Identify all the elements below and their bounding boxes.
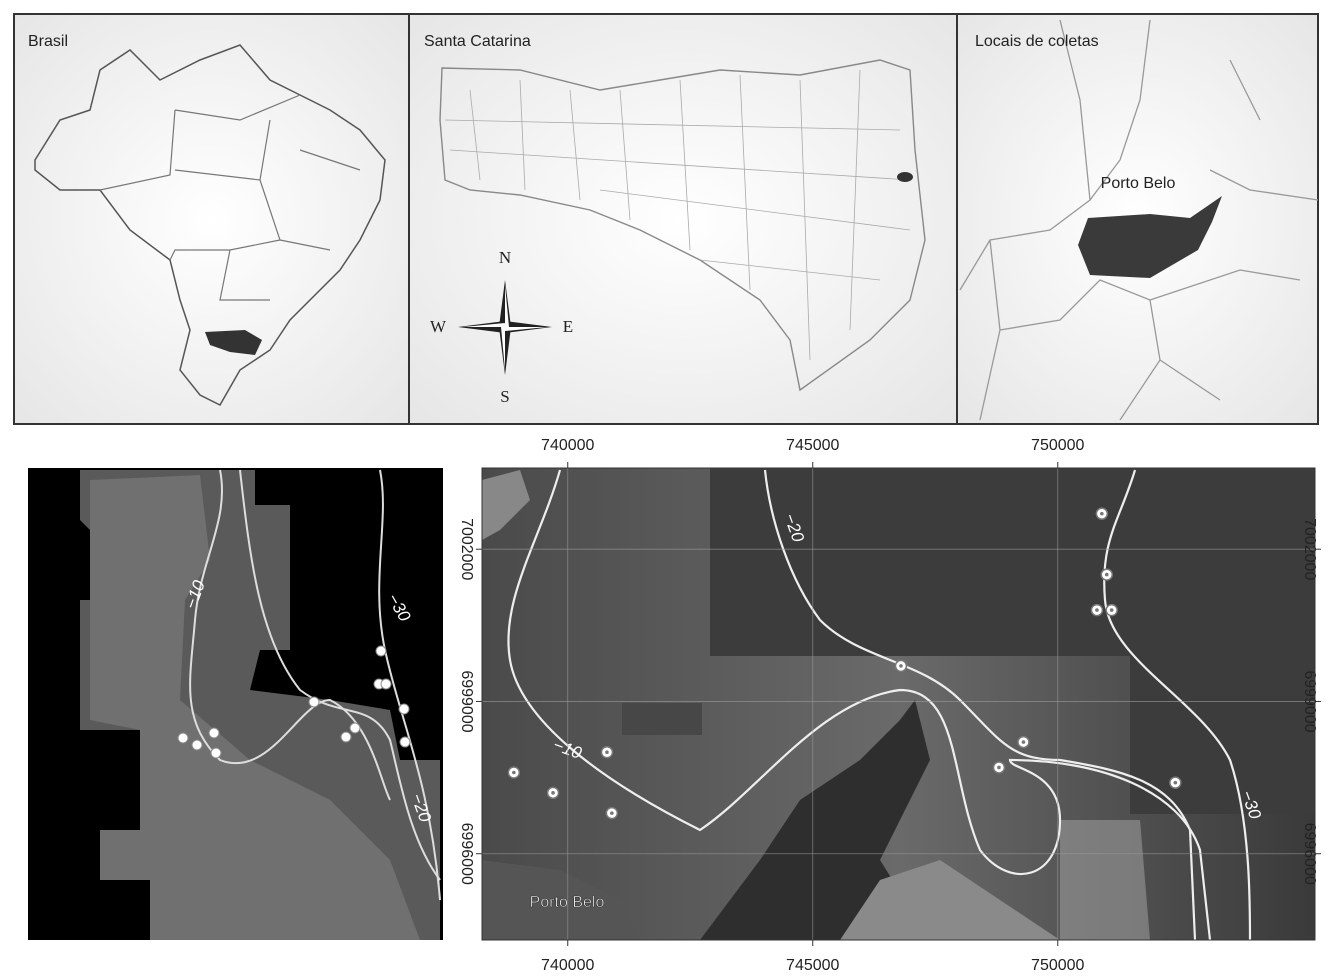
- compass-label: E: [563, 317, 573, 336]
- detail-imagery: [710, 468, 1315, 656]
- overview-site: [309, 697, 319, 707]
- overview-site: [376, 646, 386, 656]
- overview-site: [192, 740, 202, 750]
- overview-site: [350, 723, 360, 733]
- top-panels: [14, 14, 1318, 424]
- detail-imagery: [622, 703, 702, 735]
- y-tick-label: 7002000: [458, 518, 475, 580]
- site-center: [1095, 608, 1099, 612]
- site-center: [1022, 740, 1026, 744]
- compass-label: N: [499, 248, 511, 267]
- detail-map: −20 −10 −30 Porto Belo: [482, 468, 1315, 940]
- overview-site: [178, 733, 188, 743]
- detail-land: [1060, 820, 1150, 940]
- compass-label: W: [430, 317, 447, 336]
- panel-title: Santa Catarina: [424, 33, 531, 50]
- sc-highlight: [897, 172, 913, 182]
- x-tick-label: 740000: [541, 957, 594, 974]
- site-center: [551, 791, 555, 795]
- compass-label: S: [500, 387, 509, 406]
- overview-site: [341, 732, 351, 742]
- overview-site: [399, 704, 409, 714]
- place-label: Porto Belo: [1101, 175, 1176, 192]
- site-center: [610, 811, 614, 815]
- site-center: [1100, 512, 1104, 516]
- site-center: [1174, 781, 1178, 785]
- site-center: [512, 771, 516, 775]
- panel-title: Brasil: [28, 33, 68, 50]
- site-center: [997, 766, 1001, 770]
- x-tick-label: 740000: [541, 437, 594, 454]
- overview-site: [381, 679, 391, 689]
- place-label: Porto Belo: [530, 894, 605, 911]
- panel-title: Locais de coletas: [975, 33, 1099, 50]
- y-tick-label: 6999000: [458, 670, 475, 732]
- overview-site: [211, 748, 221, 758]
- site-center: [605, 750, 609, 754]
- page: {"panels": [ {"title": "Brasil"}, {"titl…: [0, 0, 1328, 979]
- overview-site: [209, 728, 219, 738]
- x-tick-label: 750000: [1031, 437, 1084, 454]
- y-tick-label: 6996000: [458, 823, 475, 885]
- x-tick-label: 745000: [786, 957, 839, 974]
- site-center: [1110, 608, 1114, 612]
- site-center: [899, 664, 903, 668]
- overview-site: [400, 737, 410, 747]
- site-center: [1105, 573, 1109, 577]
- x-tick-label: 745000: [786, 437, 839, 454]
- x-tick-label: 750000: [1031, 957, 1084, 974]
- panel-brasil: [14, 14, 409, 424]
- figure: Brasil Santa Catarina Locais de coletas …: [0, 0, 1328, 979]
- overview-map: −10 −30 −20: [28, 468, 443, 940]
